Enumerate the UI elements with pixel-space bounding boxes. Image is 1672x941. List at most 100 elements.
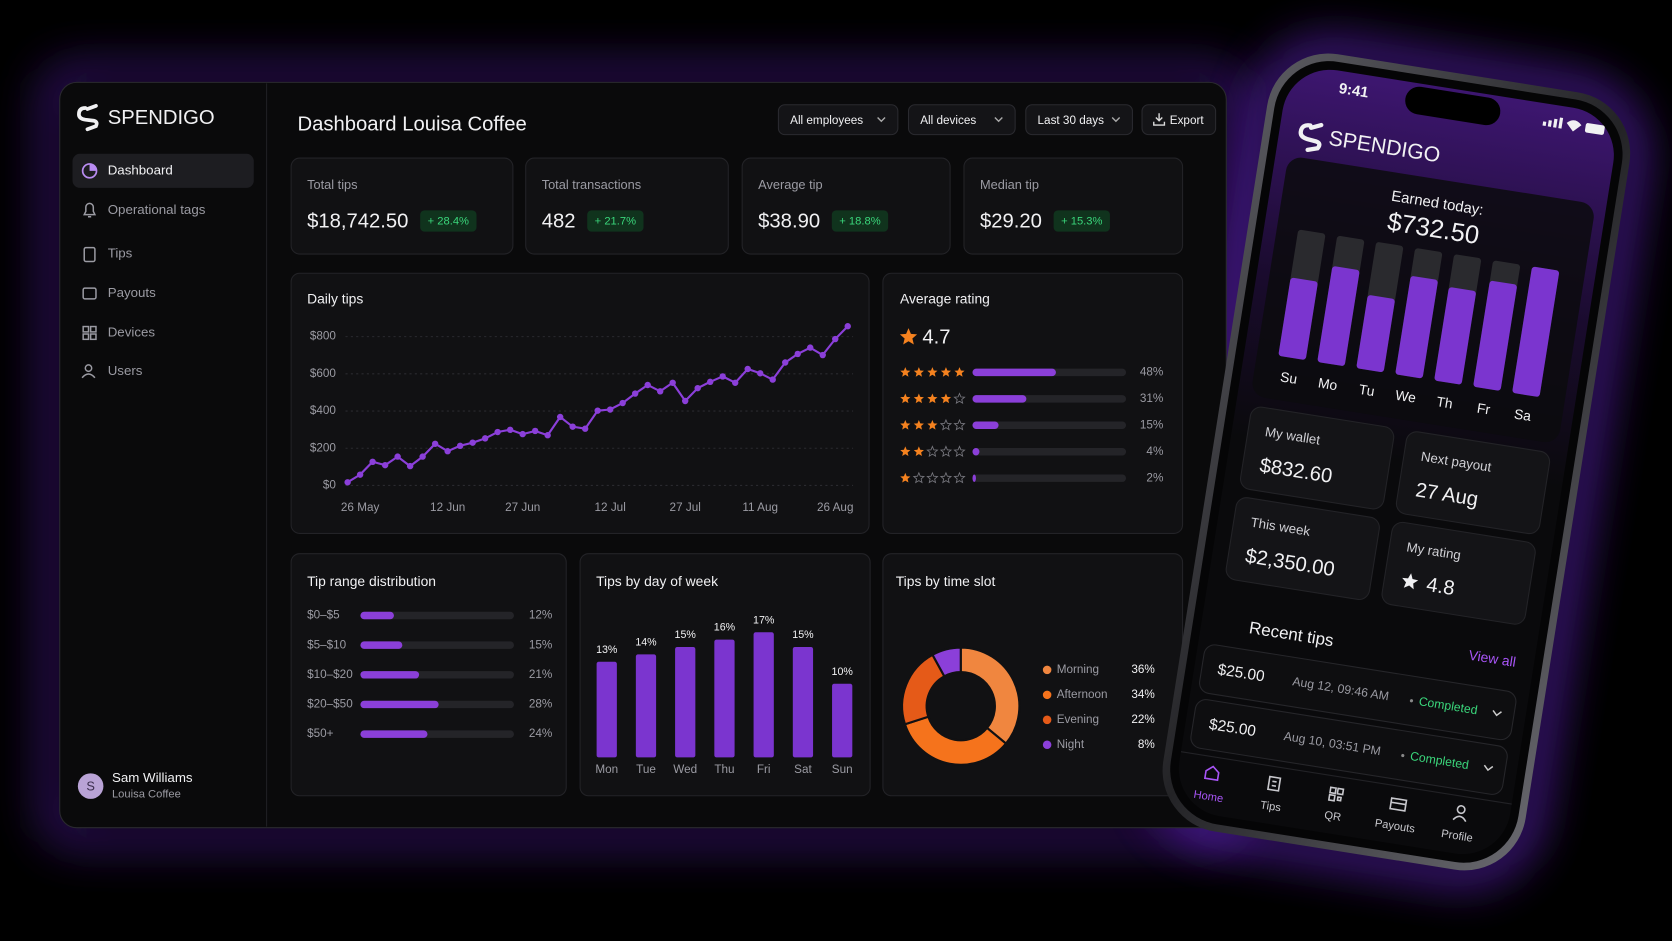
bar <box>1395 276 1438 379</box>
point <box>356 471 364 478</box>
value-label: 31% <box>1140 392 1163 405</box>
kpi-value: $29.20 <box>980 210 1042 232</box>
value-label: 4% <box>1146 445 1163 458</box>
x-tick-label: Wed <box>673 763 697 776</box>
point <box>656 388 664 395</box>
tab-icon[interactable] <box>1266 775 1282 792</box>
bar <box>1473 280 1517 391</box>
phone-logo-icon <box>1298 122 1324 153</box>
filter-label[interactable]: All devices <box>920 114 976 127</box>
tab-icon[interactable] <box>1327 786 1345 802</box>
page-title: Dashboard Louisa Coffee <box>298 113 527 135</box>
day-label: Fr <box>1476 400 1492 418</box>
icon-devices-cell <box>82 333 90 341</box>
rating-star <box>940 367 952 377</box>
nav-item[interactable]: Operational tags <box>108 202 206 217</box>
point <box>694 384 701 392</box>
day-label: Su <box>1279 368 1298 386</box>
point <box>394 453 401 460</box>
chevron <box>877 117 886 123</box>
bar-track <box>360 611 514 620</box>
icon-devices-cell <box>89 333 97 341</box>
kpi-card <box>290 157 514 255</box>
point <box>744 365 751 373</box>
point <box>381 461 389 469</box>
x-tick-label: Fri <box>757 763 771 776</box>
day-label: Th <box>1435 393 1453 411</box>
x-tick-label: Sat <box>794 763 812 776</box>
rating-star <box>912 471 925 484</box>
point <box>406 462 414 470</box>
rating-star <box>926 445 939 457</box>
tab-label[interactable]: Home <box>1193 789 1224 806</box>
y-tick-label: $0 <box>323 479 337 492</box>
value-label: 2% <box>1146 471 1163 484</box>
bar <box>753 632 774 758</box>
x-tick-label: 27 Jul <box>670 501 701 514</box>
card-title: Daily tips <box>307 291 363 307</box>
tab-label[interactable]: Profile <box>1440 828 1473 845</box>
nav-item[interactable]: Dashboard <box>108 162 173 177</box>
tab-icon[interactable] <box>1389 797 1408 812</box>
rating-star <box>953 445 966 457</box>
kpi-change: + 28.4% <box>428 215 469 227</box>
kpi-change: + 18.8% <box>839 215 880 227</box>
value-label: 21% <box>529 668 552 681</box>
value-label: 12% <box>529 609 552 622</box>
point <box>807 344 814 351</box>
point <box>707 378 714 386</box>
point <box>481 435 489 442</box>
filter-button[interactable] <box>777 104 899 136</box>
nav-item[interactable]: Devices <box>108 324 156 339</box>
point <box>769 376 776 383</box>
tab-label[interactable]: Tips <box>1259 799 1282 814</box>
nav-item[interactable]: Users <box>108 363 143 378</box>
point <box>844 323 851 330</box>
filter-button[interactable] <box>1025 104 1133 136</box>
tip-row[interactable] <box>1198 643 1517 741</box>
tab-label[interactable]: QR <box>1323 809 1341 823</box>
nav-item[interactable]: Tips <box>108 246 133 261</box>
user-name: Sam Williams <box>112 770 193 785</box>
value-label: 48% <box>1140 365 1163 378</box>
rating-star <box>913 419 924 430</box>
score-star <box>899 328 918 345</box>
filter-button[interactable] <box>907 104 1016 136</box>
rating-star <box>900 446 911 457</box>
tab-icon[interactable] <box>1203 765 1220 782</box>
filter-label[interactable]: All employees <box>790 114 863 127</box>
rating-star <box>953 418 966 431</box>
bar <box>596 661 617 758</box>
nav-item[interactable]: Payouts <box>108 285 156 300</box>
tab-icon[interactable] <box>1452 805 1468 823</box>
day-label: Sa <box>1513 405 1533 424</box>
export-button[interactable] <box>1141 104 1217 136</box>
tip-row[interactable] <box>1189 698 1508 796</box>
kpi-card <box>963 157 1184 255</box>
point <box>431 440 439 447</box>
kpi-card <box>525 157 729 255</box>
point <box>606 406 614 413</box>
point <box>794 350 801 358</box>
separator-dot <box>1401 753 1405 758</box>
view-all[interactable]: View all <box>1468 647 1517 670</box>
bar <box>832 683 853 758</box>
filter-label[interactable]: Last 30 days <box>1038 114 1105 127</box>
value-label: 13% <box>596 644 618 656</box>
value-label: 15% <box>675 629 697 641</box>
info-value: 4.8 <box>1425 574 1456 600</box>
point <box>369 458 376 466</box>
point <box>569 423 576 430</box>
export-label[interactable]: Export <box>1170 114 1205 127</box>
rating-score: 4.7 <box>922 327 950 349</box>
rating-star <box>927 367 938 377</box>
icon-payouts <box>82 287 97 300</box>
value-label: 15% <box>792 629 814 641</box>
bar-track <box>972 448 1127 456</box>
icon-dashboard-slice <box>89 163 97 171</box>
bar <box>1356 295 1395 372</box>
kpi-label: Total transactions <box>542 177 641 192</box>
value-label: 10% <box>832 666 854 678</box>
value-label: 17% <box>753 614 775 626</box>
legend-dot <box>1042 740 1052 750</box>
